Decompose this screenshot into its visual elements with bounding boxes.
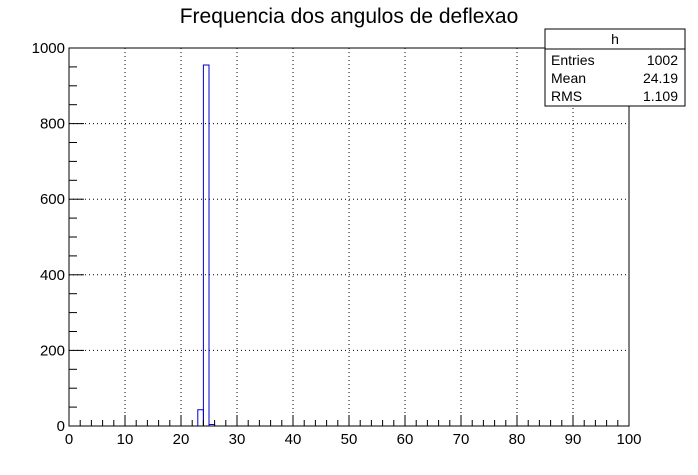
y-tick-label: 1000 bbox=[32, 40, 65, 57]
x-tick-label: 60 bbox=[397, 431, 414, 448]
x-tick-label: 40 bbox=[285, 431, 302, 448]
x-tick-label: 80 bbox=[509, 431, 526, 448]
x-tick-label: 70 bbox=[453, 431, 470, 448]
plot-area bbox=[69, 48, 629, 426]
x-tick-label: 30 bbox=[229, 431, 246, 448]
x-tick-label: 20 bbox=[173, 431, 190, 448]
stats-mean-value: 24.19 bbox=[643, 70, 678, 86]
stats-entries-label: Entries bbox=[551, 52, 595, 68]
x-axis: 0 10 20 30 40 50 60 70 80 90 100 bbox=[65, 415, 642, 448]
grid-lines bbox=[69, 48, 629, 426]
y-tick-label: 0 bbox=[57, 418, 65, 435]
stats-mean-label: Mean bbox=[551, 70, 586, 86]
stats-box-frame bbox=[544, 28, 686, 107]
stats-rms-label: RMS bbox=[551, 88, 582, 104]
stats-entries-value: 1002 bbox=[647, 52, 678, 68]
x-tick-label: 50 bbox=[341, 431, 358, 448]
x-tick-label: 100 bbox=[616, 431, 641, 448]
x-tick-label: 10 bbox=[117, 431, 134, 448]
x-tick-label: 0 bbox=[65, 431, 73, 448]
stats-box: h Entries 1002 Mean 24.19 RMS 1.109 bbox=[544, 28, 686, 107]
y-tick-label: 600 bbox=[40, 191, 65, 208]
y-tick-label: 200 bbox=[40, 342, 65, 359]
chart-title: Frequencia dos angulos de deflexao bbox=[180, 5, 519, 28]
y-axis: 0 200 400 600 800 1000 bbox=[32, 40, 84, 435]
x-tick-label: 90 bbox=[565, 431, 582, 448]
stats-rms-value: 1.109 bbox=[643, 88, 678, 104]
y-tick-label: 400 bbox=[40, 267, 65, 284]
y-tick-label: 800 bbox=[40, 116, 65, 133]
stats-box-name: h bbox=[611, 31, 619, 47]
